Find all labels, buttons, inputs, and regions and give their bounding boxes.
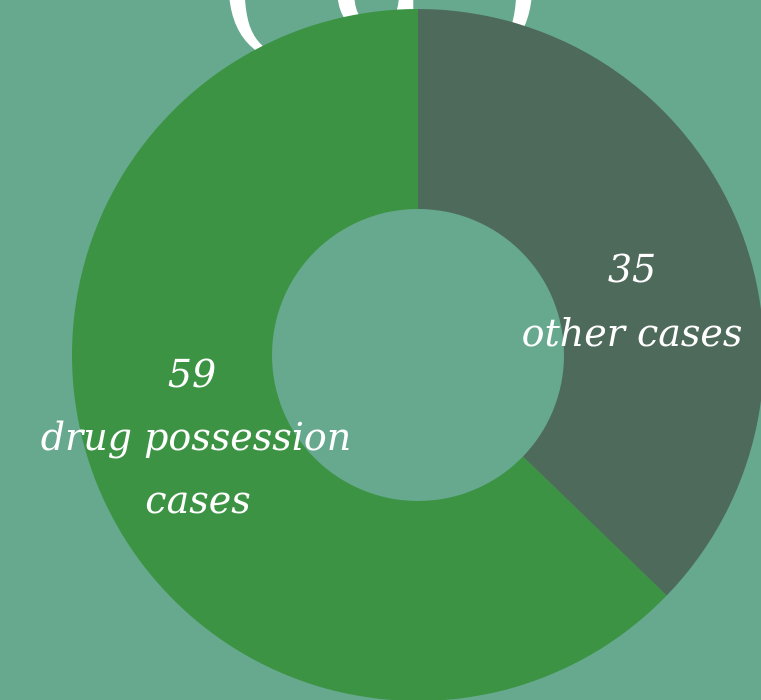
label-other-text: other cases (522, 311, 743, 355)
donut-hole (272, 209, 564, 501)
label-drug-text-line-1: drug possession (41, 415, 352, 459)
label-drug-value: 59 (168, 352, 216, 396)
label-other-value: 35 (608, 247, 656, 291)
slice-other-cases (418, 9, 761, 596)
label-drug-text-line-2: cases (145, 478, 250, 522)
